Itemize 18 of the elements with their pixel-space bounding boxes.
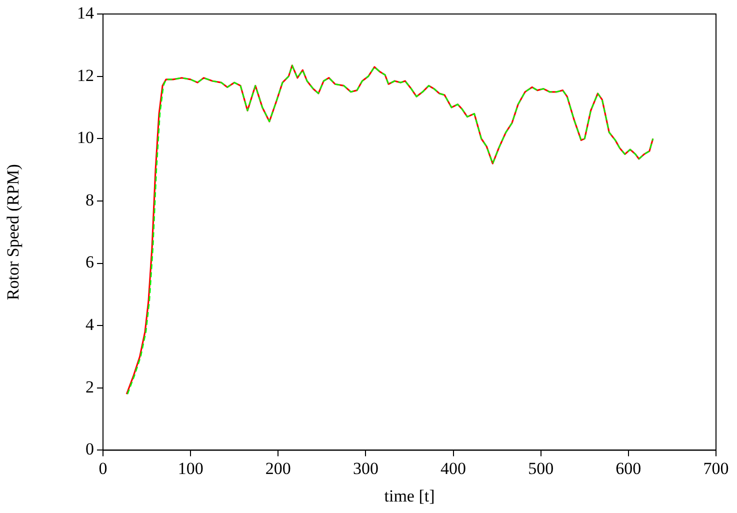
y-tick-label: 8 bbox=[86, 190, 94, 210]
y-tick-label: 6 bbox=[86, 252, 94, 272]
x-tick-label: 500 bbox=[528, 458, 554, 478]
y-tick-label: 2 bbox=[86, 377, 94, 396]
x-tick-label: 600 bbox=[616, 458, 642, 478]
x-tick-label: 100 bbox=[178, 458, 204, 478]
y-tick-label: 4 bbox=[86, 315, 94, 334]
x-tick-label: 400 bbox=[440, 458, 466, 478]
y-tick-label: 0 bbox=[86, 440, 94, 459]
x-tick-label: 700 bbox=[703, 458, 729, 478]
x-tick-label: 200 bbox=[265, 458, 291, 478]
x-tick-label: 300 bbox=[352, 458, 378, 478]
x-axis-title: time [t] bbox=[384, 486, 435, 506]
y-tick-label: 10 bbox=[77, 128, 94, 148]
y-tick-label: 12 bbox=[77, 66, 94, 85]
y-tick-label: 14 bbox=[77, 3, 94, 22]
x-tick-label: 0 bbox=[98, 458, 108, 478]
y-axis-title: Rotor Speed (RPM) bbox=[4, 164, 23, 300]
